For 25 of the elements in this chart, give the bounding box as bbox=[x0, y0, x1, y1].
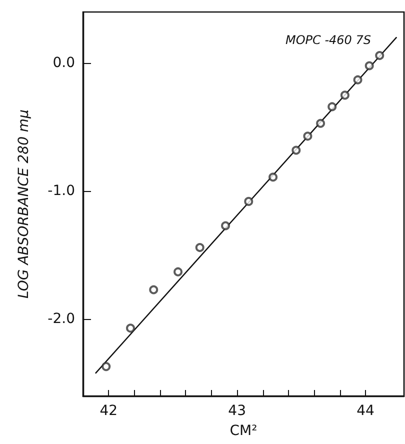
point bbox=[303, 132, 312, 141]
point bbox=[340, 90, 350, 100]
x-tick-label: 43 bbox=[228, 403, 246, 419]
x-axis-title: CM² bbox=[230, 423, 258, 439]
point bbox=[244, 196, 254, 206]
y-axis-title: LOG ABSORBANCE 280 mμ bbox=[16, 109, 32, 298]
point bbox=[375, 51, 384, 60]
x-tick-label: 44 bbox=[356, 403, 374, 419]
point bbox=[102, 362, 111, 372]
point bbox=[292, 146, 301, 155]
point bbox=[221, 221, 230, 230]
point bbox=[126, 324, 136, 333]
point bbox=[353, 75, 362, 84]
point bbox=[328, 102, 337, 112]
point bbox=[174, 267, 183, 276]
x-tick-label: 42 bbox=[100, 403, 118, 419]
point bbox=[195, 243, 204, 252]
annotation: MOPC -460 7S bbox=[285, 33, 372, 47]
point bbox=[268, 172, 278, 182]
y-tick-label: 0.0 bbox=[52, 55, 75, 72]
point bbox=[149, 285, 158, 294]
point bbox=[316, 118, 326, 128]
y-tick-label: -2.0 bbox=[48, 311, 75, 328]
point bbox=[364, 61, 374, 70]
y-tick-label: -1.0 bbox=[48, 183, 75, 200]
